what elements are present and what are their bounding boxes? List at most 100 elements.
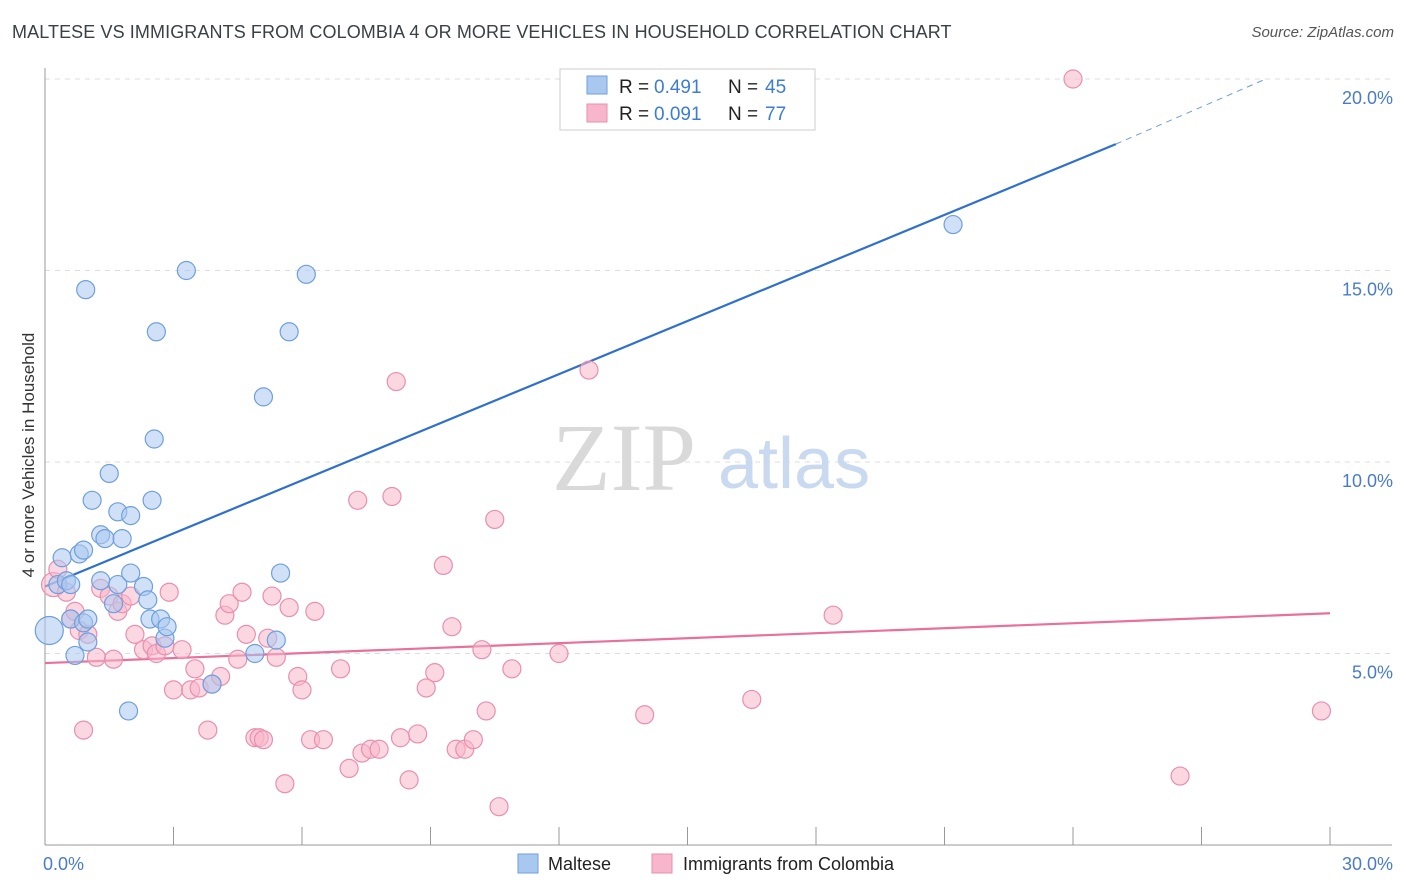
maltese-point-5 (61, 574, 81, 595)
colombia-point-45 (305, 601, 325, 621)
source-label: Source: ZipAtlas.com (1251, 24, 1394, 41)
maltese-point-11 (78, 632, 98, 652)
legend: R = 0.491 N = 45 R = 0.091 N = 77 (559, 68, 816, 131)
colombia-point-40 (275, 774, 295, 794)
colombia-point-41 (279, 597, 299, 618)
maltese-point-23 (121, 563, 141, 583)
colombia-point-65 (472, 640, 492, 660)
legend-r-label-maltese: R = (619, 77, 649, 98)
colombia-point-26 (198, 720, 218, 740)
colombia-point-43 (292, 680, 312, 700)
maltese-point-24 (121, 506, 141, 526)
colombia-point-49 (348, 490, 368, 510)
colombia-point-73 (742, 689, 762, 710)
colombia-point-67 (485, 509, 505, 530)
data-points (34, 69, 1332, 817)
y-tick-label-1: 10.0% (1342, 471, 1393, 491)
colombia-point-48 (339, 758, 359, 779)
colombia-point-76 (1170, 766, 1190, 786)
maltese-point-41 (296, 264, 316, 284)
colombia-point-22 (172, 640, 192, 660)
colombia-point-58 (416, 678, 436, 698)
colombia-point-32 (232, 582, 252, 602)
maltese-point-14 (91, 571, 111, 591)
maltese-point-19 (108, 574, 128, 595)
maltese-point-26 (138, 590, 158, 610)
maltese-point-18 (103, 594, 124, 614)
legend-swatch-colombia (586, 103, 608, 123)
colombia-point-30 (219, 594, 239, 614)
colombia-point-53 (382, 486, 402, 507)
maltese-point-10 (76, 280, 96, 300)
colombia-point-61 (442, 617, 462, 637)
maltese-point-29 (144, 429, 164, 449)
legend-r-value-maltese: 0.491 (654, 77, 702, 98)
colombia-point-59 (425, 663, 445, 683)
colombia-point-11 (103, 649, 124, 669)
y-axis-label: 4 or more Vehicles in Household (19, 333, 38, 578)
maltese-point-28 (142, 490, 162, 510)
colombia-point-55 (390, 728, 411, 748)
colombia-point-77 (1311, 701, 1332, 721)
maltese-point-37 (253, 387, 274, 407)
maltese-point-30 (146, 322, 166, 342)
chart-title: MALTESE VS IMMIGRANTS FROM COLOMBIA 4 OR… (12, 22, 952, 42)
colombia-point-66 (476, 701, 496, 721)
colombia-point-60 (433, 555, 453, 576)
maltese-point-42 (943, 214, 963, 235)
x-tick-label-1: 30.0% (1342, 854, 1393, 874)
colombia-point-36 (253, 730, 274, 750)
colombia-point-6 (73, 720, 94, 740)
x-tick-label-0: 0.0% (43, 854, 84, 874)
colombia-point-39 (266, 647, 286, 667)
colombia-point-33 (236, 624, 256, 644)
maltese-point-13 (82, 490, 102, 510)
colombia-point-64 (463, 730, 483, 750)
legend-n-label-maltese: N = (728, 77, 758, 98)
colombia-point-57 (408, 724, 428, 744)
maltese-point-33 (157, 617, 177, 637)
colombia-point-71 (579, 360, 599, 380)
y-tick-label-0: 5.0% (1352, 663, 1393, 683)
maltese-trend-line (44, 143, 1117, 588)
colombia-point-47 (330, 659, 351, 679)
colombia-point-75 (1063, 69, 1083, 89)
maltese-point-12 (78, 609, 98, 629)
maltese-point-0 (34, 615, 64, 646)
axes (44, 68, 1392, 846)
grid (45, 78, 1392, 654)
watermark-zip: ZIP (552, 404, 696, 511)
maltese-point-21 (112, 528, 132, 549)
colombia-point-72 (635, 705, 655, 725)
maltese-point-6 (65, 645, 85, 666)
maltese-point-16 (95, 528, 115, 549)
trend-lines (44, 78, 1331, 665)
maltese-point-34 (176, 260, 196, 281)
colombia-point-38 (262, 586, 282, 606)
y-tick-labels: 5.0% 10.0% 15.0% 20.0% (1342, 88, 1393, 683)
colombia-point-31 (228, 649, 248, 669)
maltese-point-22 (118, 701, 139, 721)
maltese-point-2 (52, 548, 72, 568)
x-tick-labels: 0.0% 30.0% (43, 854, 1393, 874)
colombia-point-54 (386, 371, 406, 392)
legend-r-value-colombia: 0.091 (654, 104, 702, 125)
colombia-point-24 (185, 659, 205, 679)
maltese-point-17 (99, 463, 119, 484)
colombia-point-52 (369, 739, 389, 759)
colombia-point-68 (489, 797, 509, 817)
legend-n-value-maltese: 45 (765, 77, 786, 98)
maltese-point-35 (202, 674, 222, 694)
colombia-point-69 (502, 659, 522, 679)
colombia-point-21 (163, 680, 184, 700)
bottom-legend-label-maltese: Maltese (548, 854, 611, 874)
legend-r-label-colombia: R = (619, 104, 649, 125)
bottom-legend: Maltese Immigrants from Colombia (517, 853, 895, 874)
colombia-point-70 (549, 643, 569, 664)
maltese-point-38 (266, 630, 286, 650)
bottom-legend-swatch-colombia (651, 853, 673, 874)
maltese-point-39 (270, 563, 291, 583)
maltese-trend-extension (1115, 78, 1266, 145)
maltese-point-8 (73, 540, 94, 560)
